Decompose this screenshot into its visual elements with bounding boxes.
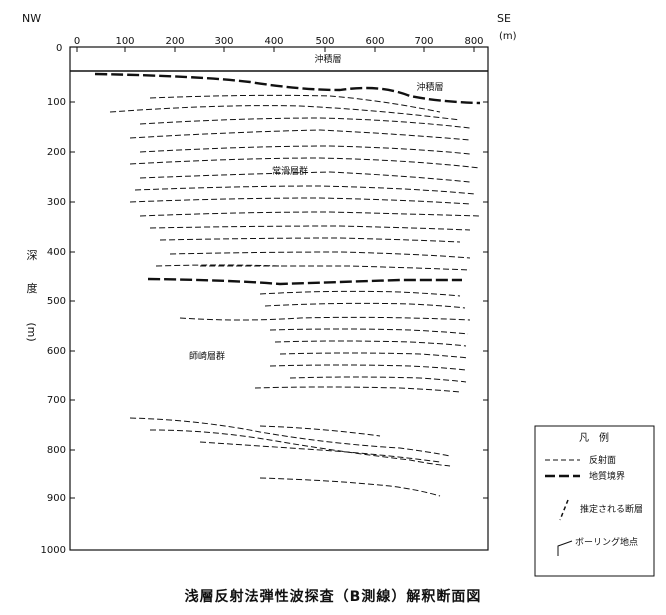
- depth-char-1: 深: [27, 249, 38, 262]
- x-tick-200: 200: [165, 36, 184, 47]
- label-alluvium-right: 沖積層: [416, 81, 443, 93]
- y-tick-600: 600: [47, 346, 66, 357]
- legend-reflection-label: 反射面: [589, 454, 616, 466]
- x-tick-400: 400: [264, 36, 283, 47]
- y-tick-800: 800: [47, 445, 66, 456]
- legend-boring-symbol: [557, 540, 573, 556]
- x-tick-600: 600: [365, 36, 384, 47]
- legend-boring-label: ボーリング地点: [575, 536, 638, 548]
- y-tick-200: 200: [47, 147, 66, 158]
- legend-title: 凡 例: [579, 431, 609, 444]
- label-alluvium-top: 沖積層: [314, 53, 341, 65]
- se-label: SE: [497, 12, 511, 25]
- x-tick-300: 300: [214, 36, 233, 47]
- y-tick-400: 400: [47, 247, 66, 258]
- x-tick-800: 800: [464, 36, 483, 47]
- section-frame: [69, 46, 489, 551]
- legend-fault-symbol: [559, 499, 569, 521]
- y-tick-1000: 1000: [41, 545, 66, 556]
- y-tick-marks: [70, 101, 488, 499]
- legend-boundary-label: 地質境界: [589, 470, 625, 482]
- label-lower-group: 師崎層群: [189, 350, 225, 362]
- x-tick-700: 700: [414, 36, 433, 47]
- nw-label: NW: [22, 12, 41, 25]
- x-tick-0: 0: [74, 36, 80, 47]
- depth-char-2: 度: [27, 281, 38, 295]
- distance-unit: (m): [499, 31, 517, 42]
- lower-group-reflectors: [155, 264, 471, 393]
- x-tick-labels: 0 100 200 300 400 500 600 700 800: [74, 36, 484, 47]
- depth-zero-label: 0: [56, 43, 62, 54]
- upper-group-reflectors: [109, 94, 481, 271]
- y-tick-100: 100: [47, 97, 66, 108]
- label-upper-group: 常滑層群: [272, 165, 308, 177]
- y-tick-300: 300: [47, 197, 66, 208]
- group-boundary: [147, 277, 462, 286]
- alluvium-base-boundary: [94, 72, 481, 105]
- y-tick-900: 900: [47, 493, 66, 504]
- depth-axis-title: 深 度 (m): [25, 249, 38, 342]
- figure-caption: 浅層反射法弾性波探査（B測線）解釈断面図: [184, 589, 482, 605]
- depth-char-3: (m): [25, 322, 38, 341]
- deep-reflectors: [129, 417, 451, 497]
- x-tick-100: 100: [115, 36, 134, 47]
- legend-box: [534, 425, 655, 577]
- x-tick-500: 500: [315, 36, 334, 47]
- y-tick-700: 700: [47, 395, 66, 406]
- x-tick-marks: [76, 47, 475, 52]
- y-tick-labels: 100 200 300 400 500 600 700 800 900 1000: [41, 97, 66, 556]
- legend-fault-label: 推定される断層: [580, 503, 643, 515]
- y-tick-500: 500: [47, 296, 66, 307]
